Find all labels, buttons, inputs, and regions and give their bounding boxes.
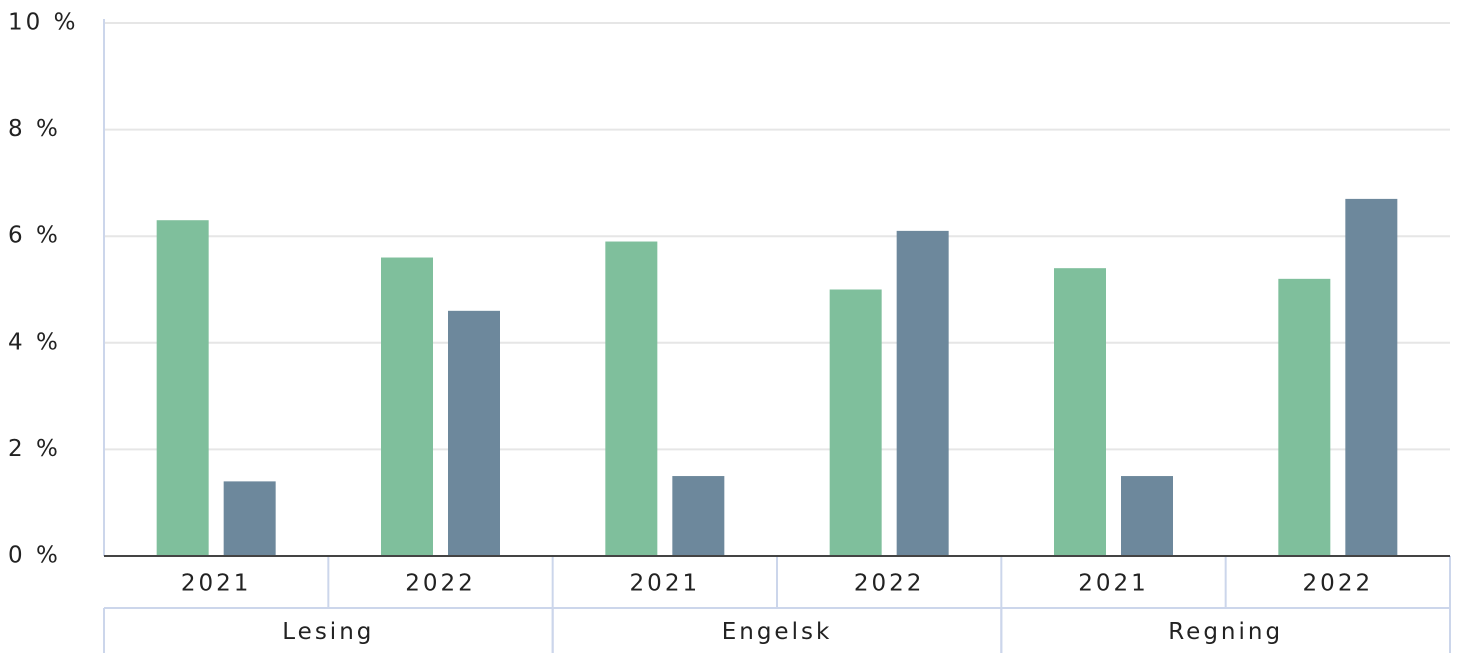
bar bbox=[1121, 476, 1173, 556]
y-tick-label: 4 % bbox=[8, 329, 61, 355]
bar bbox=[1054, 268, 1106, 556]
y-tick-label: 0 % bbox=[8, 543, 61, 569]
bar bbox=[223, 481, 276, 556]
x-tick-label: 2021 bbox=[630, 571, 701, 597]
y-tick-label: 2 % bbox=[8, 436, 61, 462]
bar bbox=[672, 476, 725, 556]
bar bbox=[1278, 278, 1331, 556]
bar bbox=[156, 220, 209, 556]
x-tick-label: 2022 bbox=[1303, 571, 1374, 597]
y-tick-label: 10 % bbox=[8, 10, 78, 36]
x-tick-label: 2021 bbox=[1078, 571, 1149, 597]
x-tick-label: 2022 bbox=[854, 571, 925, 597]
bar bbox=[829, 289, 882, 556]
bar bbox=[1345, 198, 1398, 556]
group-label: Regning bbox=[1168, 619, 1283, 645]
y-tick-label: 6 % bbox=[8, 223, 61, 249]
y-tick-label: 8 % bbox=[8, 116, 61, 142]
x-tick-label: 2022 bbox=[405, 571, 476, 597]
x-tick-label: 2021 bbox=[181, 571, 252, 597]
bar bbox=[605, 241, 658, 556]
bar bbox=[381, 257, 433, 556]
group-label: Lesing bbox=[282, 619, 374, 645]
bar bbox=[896, 230, 949, 556]
bar bbox=[448, 310, 500, 556]
group-label: Engelsk bbox=[722, 619, 833, 645]
